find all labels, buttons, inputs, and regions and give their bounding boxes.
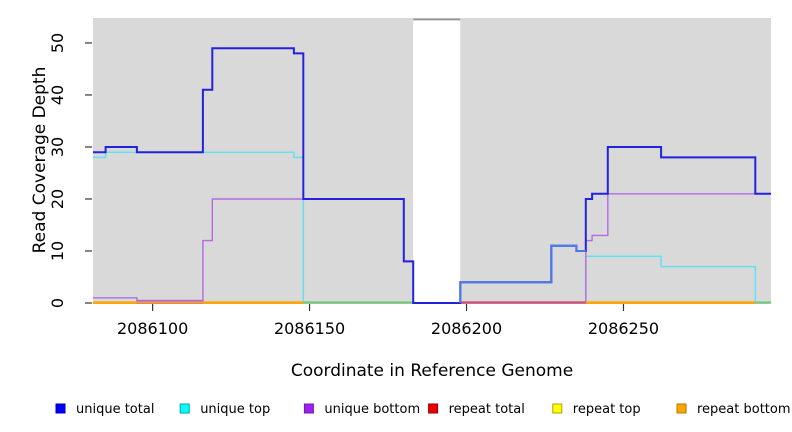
x-tick-label: 2086100 xyxy=(117,319,188,338)
legend-label-unique-bottom: unique bottom xyxy=(324,402,420,417)
legend-label-unique-total: unique total xyxy=(76,402,154,417)
y-axis-title: Read Coverage Depth xyxy=(30,67,50,254)
y-tick-label: 50 xyxy=(48,33,67,53)
x-axis-title: Coordinate in Reference Genome xyxy=(291,361,573,381)
legend-swatch-unique-bottom xyxy=(303,403,314,414)
y-tick-label: 20 xyxy=(48,189,67,209)
legend-label-repeat-total: repeat total xyxy=(449,402,525,417)
series-line-unique-total-light-segment xyxy=(459,244,586,303)
coverage-gap-region xyxy=(413,18,461,303)
x-tick-label: 2086200 xyxy=(431,319,502,338)
series-line-unique-total xyxy=(93,47,771,304)
y-tick-label: 10 xyxy=(48,241,67,261)
legend-label-repeat-bottom: repeat bottom xyxy=(697,402,791,417)
legend-swatch-unique-total xyxy=(55,403,66,414)
y-tick-label: 40 xyxy=(48,85,67,105)
y-tick-label: 30 xyxy=(48,137,67,157)
y-tick-label: 0 xyxy=(48,298,67,308)
x-tick-label: 2086250 xyxy=(588,319,659,338)
legend-swatch-unique-top xyxy=(179,403,190,414)
legend-swatch-repeat-total xyxy=(428,403,439,414)
legend-swatch-repeat-bottom xyxy=(676,403,687,414)
legend-label-unique-top: unique top xyxy=(200,402,270,417)
legend-label-repeat-top: repeat top xyxy=(573,402,641,417)
legend-swatch-repeat-top xyxy=(552,403,563,414)
x-tick-label: 2086150 xyxy=(274,319,345,338)
